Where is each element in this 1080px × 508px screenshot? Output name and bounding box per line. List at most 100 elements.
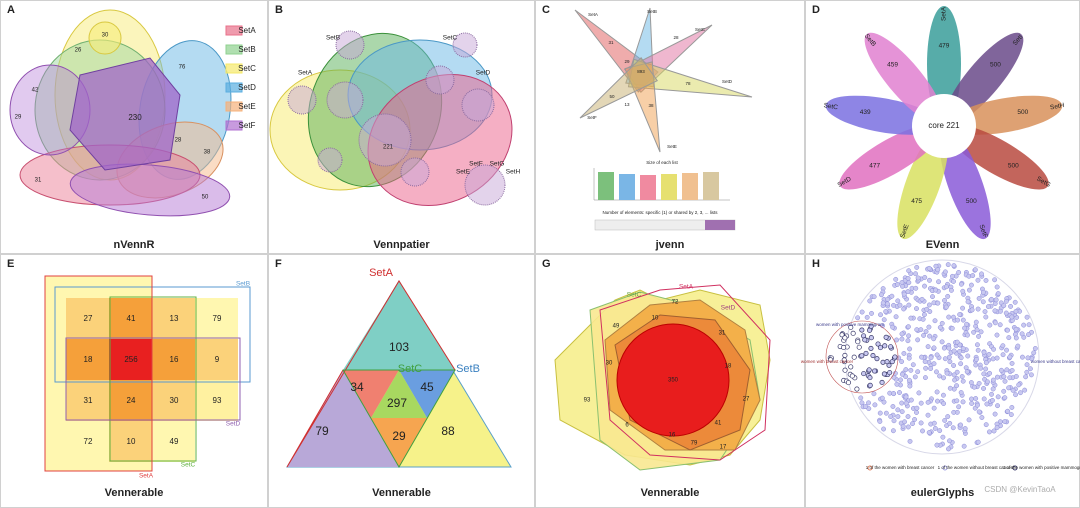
label: SetH	[1050, 102, 1066, 111]
panel-frame	[268, 0, 535, 254]
glyph	[848, 364, 854, 370]
label: 31	[719, 331, 726, 337]
label: 18	[725, 364, 732, 370]
panel-frame	[0, 0, 268, 254]
glyph	[1009, 367, 1015, 373]
glyph	[932, 425, 938, 431]
label: SetA	[679, 284, 694, 291]
label: 13	[170, 314, 179, 323]
glyph	[934, 442, 940, 448]
label: B	[275, 4, 283, 16]
label: SetA	[588, 12, 598, 17]
glyph	[903, 394, 909, 400]
legend-swatch	[225, 82, 243, 93]
glyph	[992, 277, 998, 283]
glyph	[987, 370, 993, 376]
glyph	[907, 438, 913, 444]
glyph	[1009, 360, 1015, 366]
label: 103	[389, 340, 409, 354]
cell	[152, 380, 195, 421]
glyph	[983, 422, 989, 428]
glyph	[994, 374, 1000, 380]
glyph	[936, 279, 941, 285]
glyph	[899, 336, 905, 342]
label: 500	[1008, 163, 1019, 170]
label: 26	[75, 48, 82, 54]
glyph	[841, 357, 847, 363]
label: 72	[672, 300, 679, 306]
legend-glyph	[867, 465, 873, 471]
label: D	[812, 4, 820, 16]
glyph	[966, 287, 972, 293]
glyph	[928, 366, 934, 371]
shape	[343, 370, 399, 418]
subset-cluster	[461, 88, 495, 122]
glyph	[900, 423, 906, 429]
label: 50	[609, 94, 615, 99]
glyph	[922, 283, 927, 289]
glyph	[849, 373, 855, 379]
glyph	[994, 425, 1000, 431]
glyph	[891, 302, 896, 308]
glyph	[906, 302, 912, 308]
label: 88	[441, 424, 455, 438]
set-petal	[579, 57, 658, 119]
glyph	[878, 312, 883, 318]
glyph	[958, 355, 964, 361]
glyph	[894, 282, 900, 287]
glyph	[971, 329, 977, 335]
glyph	[1001, 374, 1007, 380]
glyph	[866, 367, 872, 373]
glyph	[1004, 347, 1009, 353]
glyph	[899, 280, 905, 285]
glyph	[839, 332, 845, 338]
glyph	[926, 430, 932, 435]
glyph	[987, 322, 993, 328]
glyph	[975, 402, 980, 408]
glyph	[913, 285, 919, 291]
glyph	[1031, 350, 1037, 356]
glyph	[922, 359, 928, 365]
glyph	[921, 332, 927, 338]
glyph	[910, 362, 916, 368]
legend-glyph	[942, 465, 948, 471]
inner-set	[825, 320, 899, 394]
label: SetF	[469, 161, 483, 168]
shape	[399, 370, 455, 418]
glyph	[1022, 387, 1028, 393]
label: 41	[715, 421, 722, 427]
glyph	[980, 299, 986, 305]
label: SetE	[456, 169, 471, 176]
glyph	[945, 414, 951, 419]
label: C	[542, 4, 550, 16]
glyph	[954, 383, 960, 389]
cell	[66, 421, 109, 462]
glyph	[957, 349, 963, 354]
glyph	[861, 371, 867, 377]
glyph	[899, 371, 905, 377]
glyph	[867, 382, 873, 388]
glyph	[890, 324, 896, 330]
glyph	[954, 339, 960, 345]
glyph	[946, 354, 952, 360]
glyph	[940, 392, 946, 398]
label: 34	[350, 380, 364, 394]
subset-cluster	[317, 147, 343, 173]
glyph	[943, 284, 949, 290]
glyph	[925, 412, 931, 418]
petal	[927, 6, 961, 122]
glyph	[947, 420, 953, 426]
glyph	[980, 289, 986, 295]
glyph	[975, 306, 981, 312]
glyph	[1005, 327, 1011, 333]
glyph	[997, 308, 1003, 314]
glyph	[989, 397, 995, 403]
label: 10	[127, 437, 136, 446]
label: 76	[179, 65, 186, 71]
glyph	[908, 397, 914, 403]
glyph	[851, 354, 857, 360]
label: 475	[911, 198, 922, 205]
label: 1 of the women with breast cancer	[866, 465, 935, 470]
glyph	[970, 273, 976, 279]
glyph	[973, 319, 979, 325]
